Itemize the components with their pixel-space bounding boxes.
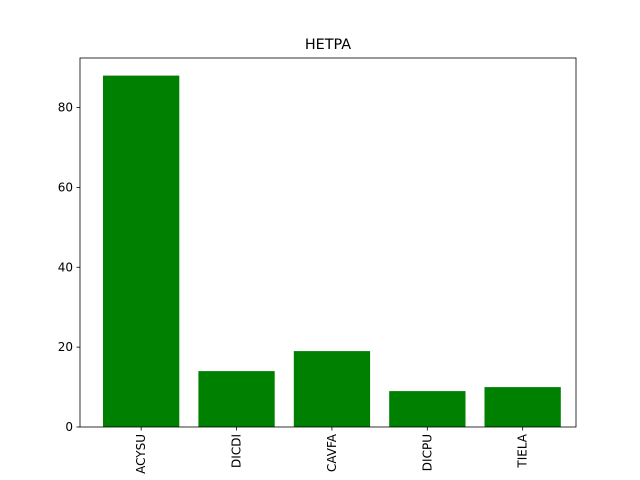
x-tick-label: DICDI xyxy=(230,434,244,468)
axes-frame xyxy=(79,57,577,428)
x-tick-label: DICPU xyxy=(420,434,434,471)
bar-dicpu xyxy=(389,391,466,427)
bar-cavfa xyxy=(293,351,371,427)
y-axis: 0 20 40 60 80 xyxy=(58,101,80,434)
x-axis: ACYSU DICDI CAVFA DICPU TIELA xyxy=(134,427,530,474)
y-tick-label: 80 xyxy=(58,101,73,115)
y-tick-label: 0 xyxy=(65,420,73,434)
x-tick-label: CAVFA xyxy=(325,433,339,472)
bars-group xyxy=(103,75,561,427)
chart-title: HETPA xyxy=(305,37,351,53)
bar-dicdi xyxy=(198,371,275,427)
bar-tiela xyxy=(484,387,561,427)
x-tick-label: ACYSU xyxy=(134,434,148,474)
y-tick-label: 60 xyxy=(58,180,73,194)
y-tick-label: 40 xyxy=(58,260,73,274)
y-tick-label: 20 xyxy=(58,340,73,354)
x-tick-label: TIELA xyxy=(516,433,530,468)
bar-acysu xyxy=(103,75,180,427)
